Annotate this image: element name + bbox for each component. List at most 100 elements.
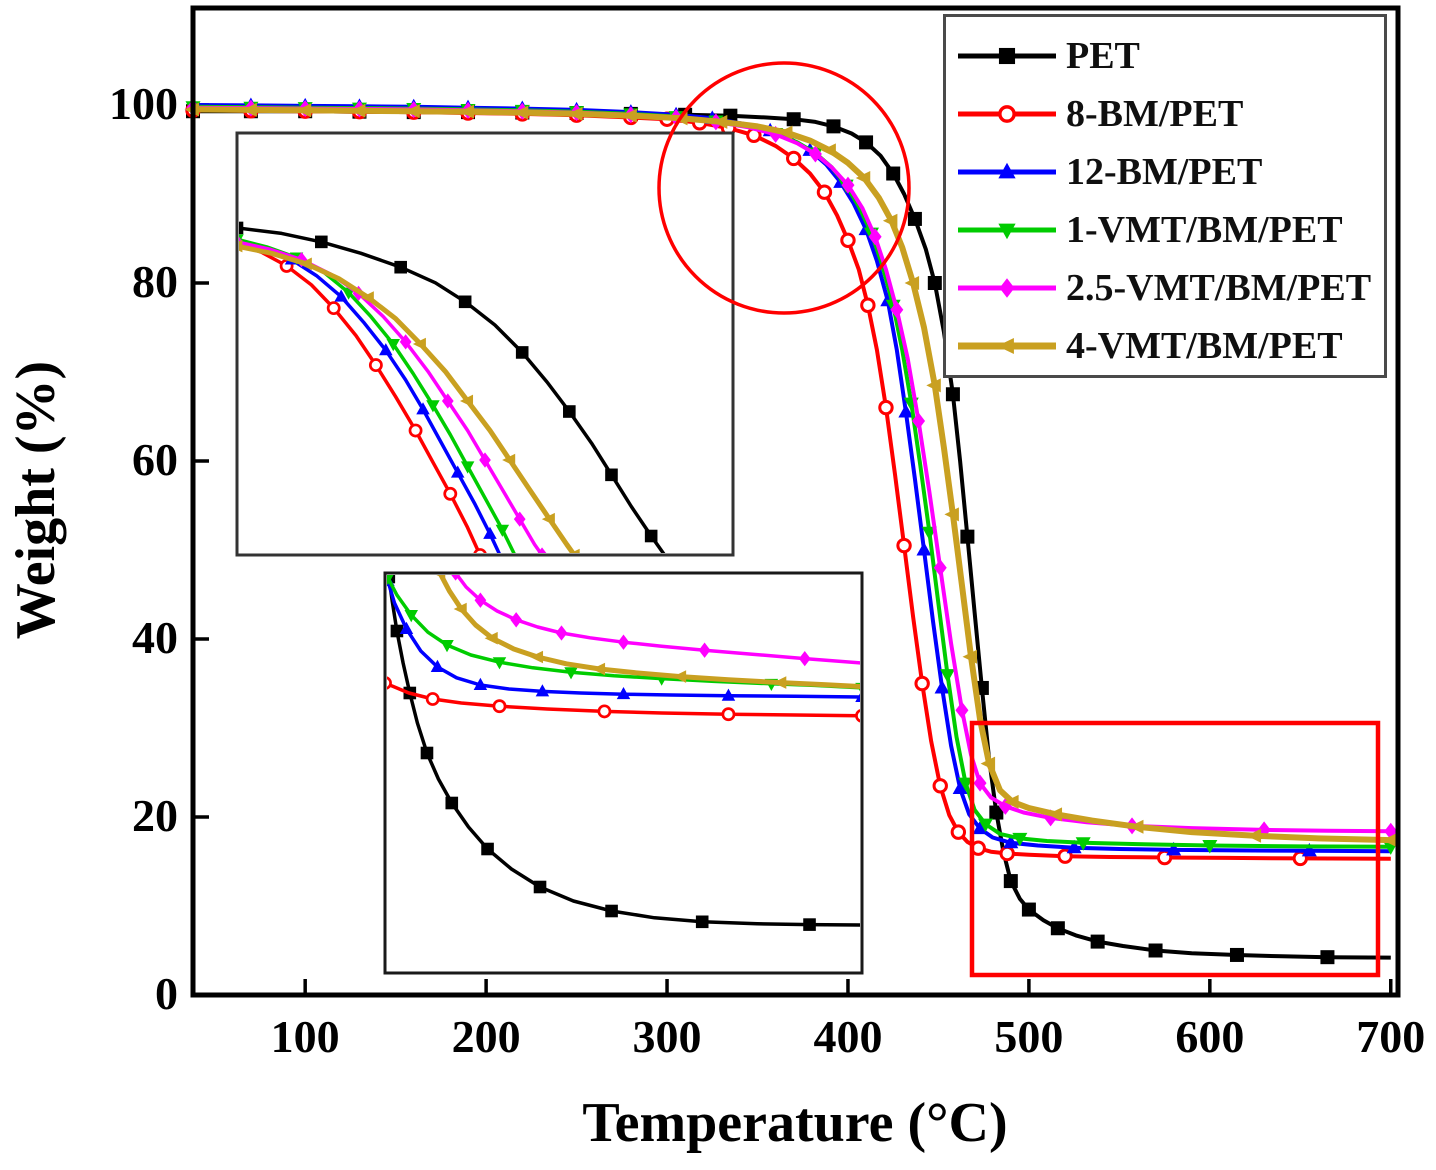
1-VMT/BM/PET-marker-icon	[1075, 837, 1091, 851]
legend-swatch	[958, 337, 1056, 355]
residue-zoom-inset-2.5-VMT/BM/PET-marker-icon	[474, 592, 487, 608]
onset-zoom-inset-PET-marker-icon	[563, 405, 576, 418]
8-BM/PET-marker-icon	[878, 399, 894, 416]
y-tick-label: 60	[132, 434, 178, 485]
8-BM/PET-marker-icon	[816, 184, 833, 200]
inset-curves	[387, 575, 860, 931]
y-tick-label: 20	[132, 790, 178, 841]
residue-zoom-inset-1-VMT/BM/PET-marker-icon	[404, 610, 418, 623]
2.5-VMT/BM/PET-marker-icon	[808, 145, 822, 163]
legend-4-VMT/BM/PET-marker-icon	[997, 337, 1014, 355]
PET-marker-icon	[1021, 902, 1036, 917]
y-axis-title: Weight (%)	[5, 360, 67, 640]
PET-marker-icon	[1229, 947, 1244, 962]
residue-zoom-inset-2.5-VMT/BM/PET-marker-icon	[617, 634, 630, 650]
12-BM/PET-marker-icon	[1066, 839, 1082, 854]
legend-swatch	[958, 223, 1056, 240]
onset-zoom-inset-12-BM/PET-marker-icon	[450, 465, 465, 478]
x-tick-label: 700	[1356, 1011, 1426, 1062]
PET-marker-icon	[927, 276, 942, 290]
4-VMT/BM/PET-marker-icon	[904, 276, 920, 290]
onset-zoom-inset	[235, 131, 735, 557]
4-VMT/BM/PET-marker-icon	[296, 103, 312, 118]
8-BM/PET-marker-icon	[950, 824, 967, 840]
4-VMT/BM/PET-marker-icon	[1128, 819, 1144, 834]
residue-zoom-inset-PET-marker-icon	[445, 796, 459, 810]
residue-zoom-inset-4-VMT/BM/PET-marker-icon	[436, 575, 446, 580]
4-VMT/BM/PET-marker-icon	[882, 213, 898, 228]
4-VMT/BM/PET-marker-icon	[513, 105, 529, 120]
1-VMT/BM/PET-marker-icon	[977, 818, 993, 833]
onset-zoom-inset-PET-marker-icon	[239, 221, 244, 235]
series-line-4-VMT/BM/PET	[192, 106, 1391, 844]
onset-zoom-inset-PET-marker-icon	[394, 260, 407, 274]
4-VMT/BM/PET-marker-icon	[1246, 828, 1262, 843]
onset-zoom-inset-2.5-VMT/BM/PET-marker-icon	[537, 547, 547, 553]
PET-marker-icon	[1003, 874, 1018, 889]
1-VMT/BM/PET-marker-icon	[1202, 839, 1218, 854]
PET-marker-icon	[786, 112, 801, 127]
4-VMT/BM/PET-marker-icon	[962, 649, 978, 664]
residue-zoom-inset-4-VMT/BM/PET-marker-icon	[453, 602, 467, 616]
x-tick-label: 300	[632, 1011, 702, 1062]
legend-swatch	[958, 47, 1056, 65]
legend-1-VMT/BM/PET-marker-icon	[998, 223, 1016, 240]
onset-zoom-inset-PET-marker-icon	[605, 468, 618, 482]
2.5-VMT/BM/PET-marker-icon	[841, 176, 855, 194]
residue-zoom-inset-12-BM/PET-marker-icon	[399, 621, 414, 634]
legend-label: 1-VMT/BM/PET	[1066, 209, 1343, 251]
PET-marker-icon	[1320, 950, 1335, 965]
onset-zoom-inset-2.5-VMT/BM/PET-marker-icon	[479, 452, 491, 468]
onset-zoom-inset-4-VMT/BM/PET-marker-icon	[570, 548, 580, 553]
onset-zoom-inset-4-VMT/BM/PET-marker-icon	[360, 291, 374, 304]
8-BM/PET-marker-icon	[860, 297, 876, 313]
legend-item-12-BM/PET: 12-BM/PET	[956, 143, 1384, 201]
residue-zoom-inset-4-VMT/BM/PET-marker-icon	[773, 676, 787, 689]
8-BM/PET-marker-icon	[999, 845, 1015, 862]
residue-zoom-inset-8-BM/PET-marker-icon	[425, 692, 440, 706]
4-VMT/BM/PET-marker-icon	[350, 103, 366, 118]
residue-zoom-inset-12-BM/PET-marker-icon	[535, 684, 550, 697]
2.5-VMT/BM/PET-marker-icon	[890, 301, 904, 319]
onset-zoom-inset-2.5-VMT/BM/PET-marker-icon	[399, 334, 412, 350]
legend-label: 4-VMT/BM/PET	[1066, 325, 1343, 367]
x-tick-label: 200	[451, 1011, 521, 1062]
legend-label: PET	[1066, 35, 1140, 77]
12-BM/PET-marker-icon	[1003, 834, 1019, 849]
y-tick-label: 80	[132, 256, 178, 307]
residue-zoom-inset-2.5-VMT/BM/PET-marker-icon	[555, 625, 568, 641]
x-tick-label: 400	[813, 1011, 883, 1062]
residue-zoom-inset-PET-marker-icon	[803, 918, 816, 931]
8-BM/PET-marker-icon	[896, 537, 912, 554]
residue-zoom-inset-12-BM/PET-marker-icon	[855, 693, 860, 702]
12-BM/PET-marker-icon	[1166, 841, 1182, 856]
y-tick-label: 100	[109, 78, 178, 129]
series-line-residue-zoom-inset-8-BM/PET	[387, 681, 860, 718]
legend-PET-marker-icon	[998, 47, 1016, 65]
legend-2.5-VMT/BM/PET-marker-icon	[999, 278, 1015, 298]
4-VMT/BM/PET-marker-icon	[1047, 807, 1063, 822]
series-line-onset-zoom-inset-PET	[239, 226, 666, 553]
PET-marker-icon	[1148, 943, 1163, 958]
4-VMT/BM/PET-marker-icon	[980, 756, 996, 771]
legend-label: 12-BM/PET	[1066, 151, 1263, 193]
onset-zoom-inset-4-VMT/BM/PET-marker-icon	[412, 337, 426, 351]
legend-swatch	[958, 105, 1056, 123]
onset-zoom-inset-2.5-VMT/BM/PET-marker-icon	[441, 393, 454, 409]
y-tick-label: 0	[155, 968, 178, 1019]
8-BM/PET-marker-icon	[840, 232, 856, 248]
residue-zoom-inset-4-VMT/BM/PET-marker-icon	[854, 683, 860, 690]
residue-zoom-inset-1-VMT/BM/PET-marker-icon	[440, 640, 454, 653]
residue-zoom-inset-PET-marker-icon	[695, 915, 709, 929]
PET-marker-icon	[886, 166, 901, 181]
4-VMT/BM/PET-marker-icon	[242, 102, 257, 117]
residue-zoom-inset-12-BM/PET-marker-icon	[473, 677, 488, 690]
residue-zoom-inset-8-BM/PET-marker-icon	[387, 676, 392, 690]
4-VMT/BM/PET-marker-icon	[821, 143, 836, 158]
4-VMT/BM/PET-marker-icon	[1382, 833, 1397, 848]
onset-zoom-inset-PET-marker-icon	[458, 295, 472, 309]
residue-zoom-inset-4-VMT/BM/PET-marker-icon	[673, 670, 687, 683]
1-VMT/BM/PET-marker-icon	[958, 777, 974, 792]
residue-zoom-inset-2.5-VMT/BM/PET-marker-icon	[698, 642, 711, 658]
